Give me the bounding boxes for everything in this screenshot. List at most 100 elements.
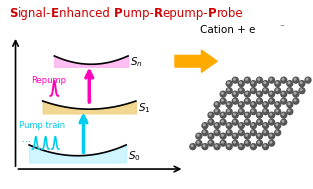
Circle shape <box>275 102 281 108</box>
Circle shape <box>263 109 269 115</box>
Circle shape <box>222 99 223 101</box>
Circle shape <box>263 144 269 150</box>
Circle shape <box>299 88 305 94</box>
Circle shape <box>244 98 250 104</box>
Circle shape <box>276 124 278 126</box>
Circle shape <box>276 103 278 105</box>
Circle shape <box>287 81 293 87</box>
Circle shape <box>246 92 248 94</box>
Text: E: E <box>51 7 59 20</box>
Circle shape <box>276 82 278 84</box>
Circle shape <box>208 140 214 146</box>
Circle shape <box>214 109 220 115</box>
Circle shape <box>294 99 296 101</box>
Circle shape <box>263 81 269 87</box>
Circle shape <box>275 81 281 87</box>
Circle shape <box>293 91 299 97</box>
Circle shape <box>208 133 214 139</box>
Circle shape <box>252 131 254 133</box>
Circle shape <box>264 82 266 84</box>
Text: P: P <box>114 7 122 20</box>
Text: robe: robe <box>217 7 244 20</box>
Circle shape <box>258 141 259 143</box>
Circle shape <box>209 134 211 136</box>
Circle shape <box>246 141 248 143</box>
Circle shape <box>209 113 211 115</box>
Circle shape <box>269 77 275 83</box>
Circle shape <box>220 133 226 139</box>
Circle shape <box>228 145 229 147</box>
Circle shape <box>282 78 284 80</box>
Circle shape <box>305 77 311 83</box>
Circle shape <box>215 103 217 105</box>
Circle shape <box>294 92 296 94</box>
Circle shape <box>234 92 235 94</box>
Circle shape <box>269 112 275 118</box>
Circle shape <box>222 141 223 143</box>
Circle shape <box>257 98 262 104</box>
Circle shape <box>215 110 217 112</box>
Circle shape <box>196 133 202 139</box>
Circle shape <box>202 123 208 129</box>
Circle shape <box>232 140 238 146</box>
Circle shape <box>234 78 235 80</box>
Circle shape <box>287 102 293 108</box>
Circle shape <box>252 89 254 91</box>
Circle shape <box>257 112 262 118</box>
Circle shape <box>226 81 232 87</box>
Circle shape <box>281 112 287 118</box>
Circle shape <box>239 123 244 129</box>
Circle shape <box>288 110 290 112</box>
Circle shape <box>252 82 254 84</box>
Circle shape <box>276 110 278 112</box>
Circle shape <box>258 78 259 80</box>
FancyArrow shape <box>175 50 217 72</box>
Circle shape <box>252 103 254 105</box>
Circle shape <box>226 123 232 129</box>
Circle shape <box>269 98 275 104</box>
Circle shape <box>264 131 266 133</box>
Circle shape <box>269 133 275 139</box>
Text: ...: ... <box>22 134 31 144</box>
Circle shape <box>257 140 262 146</box>
Circle shape <box>234 120 235 122</box>
Circle shape <box>232 98 238 104</box>
Circle shape <box>232 119 238 125</box>
Circle shape <box>264 110 266 112</box>
Circle shape <box>246 113 248 115</box>
Circle shape <box>270 134 272 136</box>
Circle shape <box>270 113 272 115</box>
Circle shape <box>258 134 259 136</box>
Circle shape <box>250 102 256 108</box>
Circle shape <box>246 134 248 136</box>
Circle shape <box>269 119 275 125</box>
Circle shape <box>197 134 199 136</box>
Circle shape <box>239 88 244 94</box>
Circle shape <box>258 92 259 94</box>
Circle shape <box>288 89 290 91</box>
Circle shape <box>244 133 250 139</box>
Circle shape <box>222 92 223 94</box>
Circle shape <box>215 131 217 133</box>
Circle shape <box>196 140 202 146</box>
Circle shape <box>239 144 244 150</box>
Circle shape <box>287 109 293 115</box>
Circle shape <box>220 119 226 125</box>
Circle shape <box>190 144 196 150</box>
Circle shape <box>263 102 269 108</box>
Text: S$_0$: S$_0$ <box>128 149 141 163</box>
Circle shape <box>202 144 208 150</box>
Circle shape <box>240 124 241 126</box>
Circle shape <box>269 91 275 97</box>
Circle shape <box>270 92 272 94</box>
Circle shape <box>240 131 241 133</box>
Circle shape <box>214 102 220 108</box>
Circle shape <box>214 144 220 150</box>
Text: Repump: Repump <box>31 76 66 84</box>
Circle shape <box>263 88 269 94</box>
Circle shape <box>214 130 220 136</box>
Circle shape <box>276 89 278 91</box>
Circle shape <box>250 88 256 94</box>
Circle shape <box>232 91 238 97</box>
Circle shape <box>258 99 259 101</box>
